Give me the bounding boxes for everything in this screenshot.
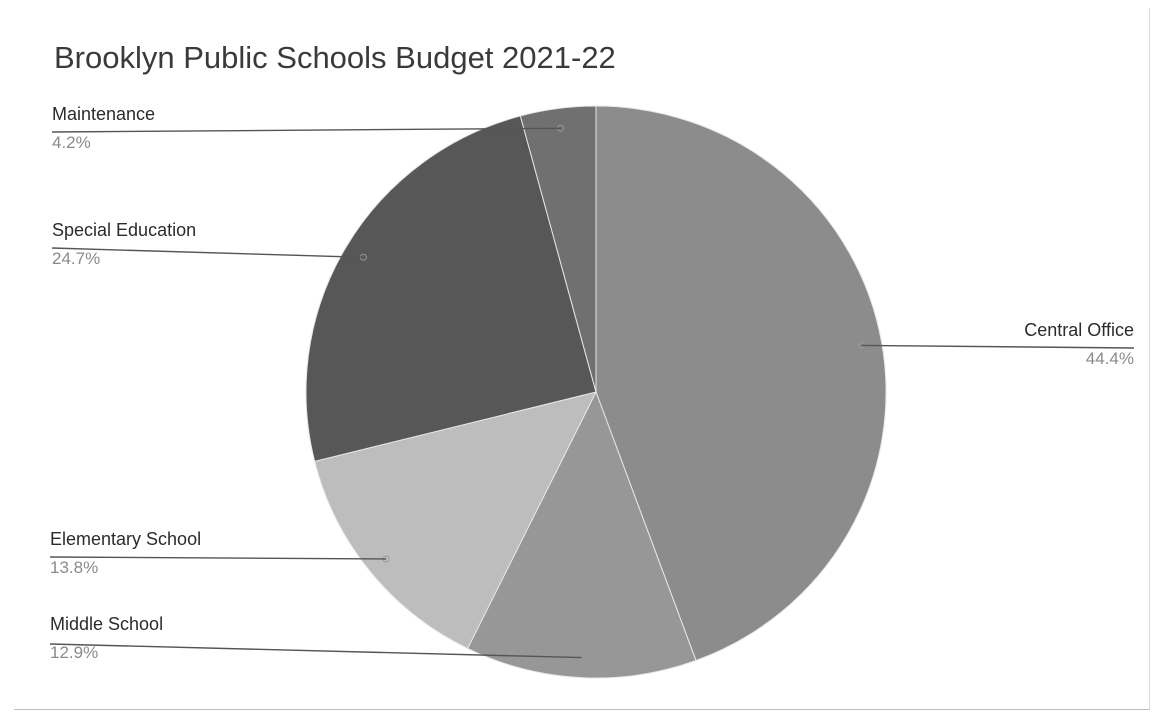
slice-percent-label: 24.7%	[52, 249, 100, 268]
slice-percent-label: 4.2%	[52, 133, 91, 152]
slice-label: Maintenance	[52, 104, 155, 124]
slice-label: Middle School	[50, 614, 163, 634]
slice-label: Central Office	[1024, 320, 1134, 340]
slice-label: Elementary School	[50, 529, 201, 549]
slice-percent-label: 44.4%	[1086, 349, 1134, 368]
slice-percent-label: 12.9%	[50, 643, 98, 662]
leader-line	[862, 345, 1135, 348]
leader-line	[50, 557, 386, 559]
slice-percent-label: 13.8%	[50, 558, 98, 577]
slice-label: Special Education	[52, 220, 196, 240]
pie-slices	[306, 106, 886, 678]
